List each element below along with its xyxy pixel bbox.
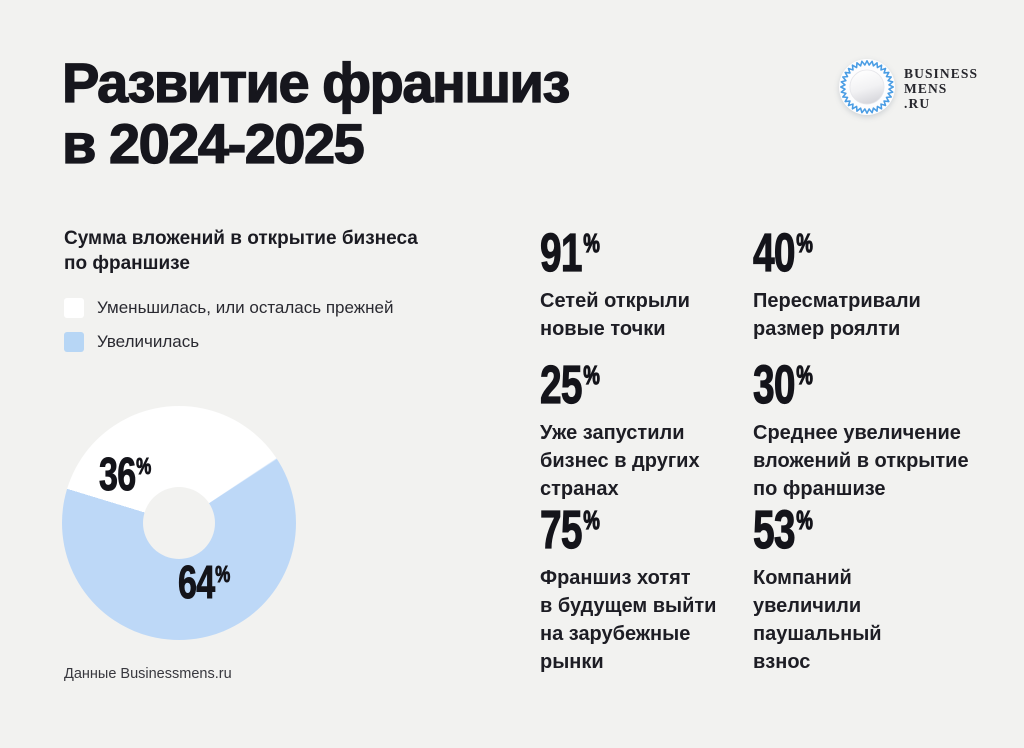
page-title: Развитие франшиз в 2024-2025: [61, 51, 571, 175]
stat-value: 40%: [753, 223, 814, 283]
stat-caption: Уже запустили бизнес в других странах: [540, 422, 700, 500]
legend-swatch-blue: [64, 332, 84, 352]
pie-label-64: 64%: [178, 556, 231, 608]
stat-caption: Франшиз хотят в будущем выйти на зарубеж…: [540, 567, 717, 673]
stat-royalty-revised: 40% Пересматривали размер роялти: [753, 218, 971, 343]
stat-value: 75%: [540, 500, 601, 560]
logo-badge-zigzag: [840, 60, 894, 114]
chart-heading: Сумма вложений в открытие бизнеса по фра…: [64, 228, 418, 274]
legend-swatch-white: [64, 298, 84, 318]
stat-other-countries: 25% Уже запустили бизнес в других страна…: [540, 350, 758, 503]
donut-chart: 36% 64%: [62, 406, 296, 640]
stat-lump-sum-fee: 53% Компаний увеличили паушальный взнос: [753, 495, 971, 676]
source-note: Данные Businessmens.ru: [64, 666, 232, 682]
stat-new-locations: 91% Сетей открыли новые точки: [540, 218, 758, 343]
legend-item-increased: Увеличилась: [64, 331, 393, 353]
seal-badge-icon: [839, 59, 895, 115]
stat-caption: Среднее увеличение вложений в открытие п…: [753, 422, 969, 500]
legend-item-decreased: Уменьшилась, или осталась прежней: [64, 297, 393, 319]
legend-label: Уменьшилась, или осталась прежней: [97, 298, 394, 317]
stat-value: 53%: [753, 500, 814, 560]
pie-label-36: 36%: [99, 448, 152, 500]
stat-foreign-markets: 75% Франшиз хотят в будущем выйти на зар…: [540, 495, 758, 676]
stat-caption: Компаний увеличили паушальный взнос: [753, 567, 882, 673]
legend-label: Увеличилась: [97, 332, 200, 351]
stat-value: 30%: [753, 355, 814, 415]
donut-hole: [143, 487, 215, 559]
stat-avg-investment-increase: 30% Среднее увеличение вложений в открыт…: [753, 350, 971, 503]
logo-text: BUSINESS MENS .RU: [904, 66, 979, 111]
chart-legend: Уменьшилась, или осталась прежней Увелич…: [64, 297, 393, 365]
stat-value: 25%: [540, 355, 601, 415]
stat-value: 91%: [540, 223, 601, 283]
stat-caption: Сетей открыли новые точки: [540, 290, 690, 340]
stat-caption: Пересматривали размер роялти: [753, 290, 921, 340]
logo: BUSINESS MENS .RU: [838, 58, 978, 116]
